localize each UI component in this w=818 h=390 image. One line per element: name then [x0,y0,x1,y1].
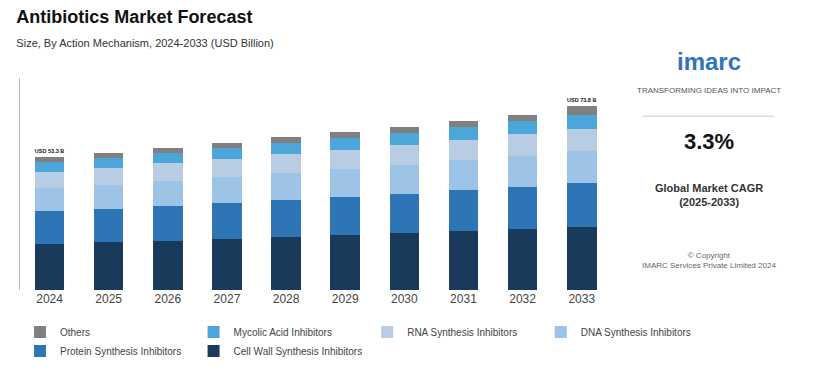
svg-text:imarc: imarc [677,48,741,75]
svg-text:Global Market CAGR(2025-2033): Global Market CAGR(2025-2033) [655,182,763,208]
svg-text:2031: 2031 [450,292,477,306]
svg-text:2032: 2032 [509,292,536,306]
svg-text:3.3%: 3.3% [684,129,734,154]
svg-text:Cell Wall Synthesis Inhibitors: Cell Wall Synthesis Inhibitors [234,346,363,357]
svg-text:© CopyrightIMARC Services Priv: © CopyrightIMARC Services Private Limite… [642,251,776,270]
svg-text:RNA Synthesis Inhibitors: RNA Synthesis Inhibitors [407,327,517,338]
svg-text:USD 53.3 B: USD 53.3 B [35,148,64,154]
svg-text:2027: 2027 [214,292,241,306]
svg-text:DNA Synthesis Inhibitors: DNA Synthesis Inhibitors [581,327,691,338]
svg-text:Mycolic Acid Inhibitors: Mycolic Acid Inhibitors [234,327,332,338]
svg-text:TRANSFORMING IDEAS INTO IMPACT: TRANSFORMING IDEAS INTO IMPACT [637,86,781,95]
svg-text:2029: 2029 [332,292,359,306]
svg-text:2033: 2033 [568,292,595,306]
svg-text:Protein Synthesis Inhibitors: Protein Synthesis Inhibitors [60,346,181,357]
svg-text:2028: 2028 [273,292,300,306]
svg-text:Others: Others [60,327,90,338]
svg-text:Antibiotics Market ForecastSiz: Antibiotics Market ForecastSize, By Acti… [16,7,273,48]
svg-text:2030: 2030 [391,292,418,306]
svg-text:USD 73.8 B: USD 73.8 B [567,97,596,103]
svg-text:2026: 2026 [154,292,181,306]
svg-text:2025: 2025 [95,292,122,306]
svg-text:2024: 2024 [36,292,63,306]
